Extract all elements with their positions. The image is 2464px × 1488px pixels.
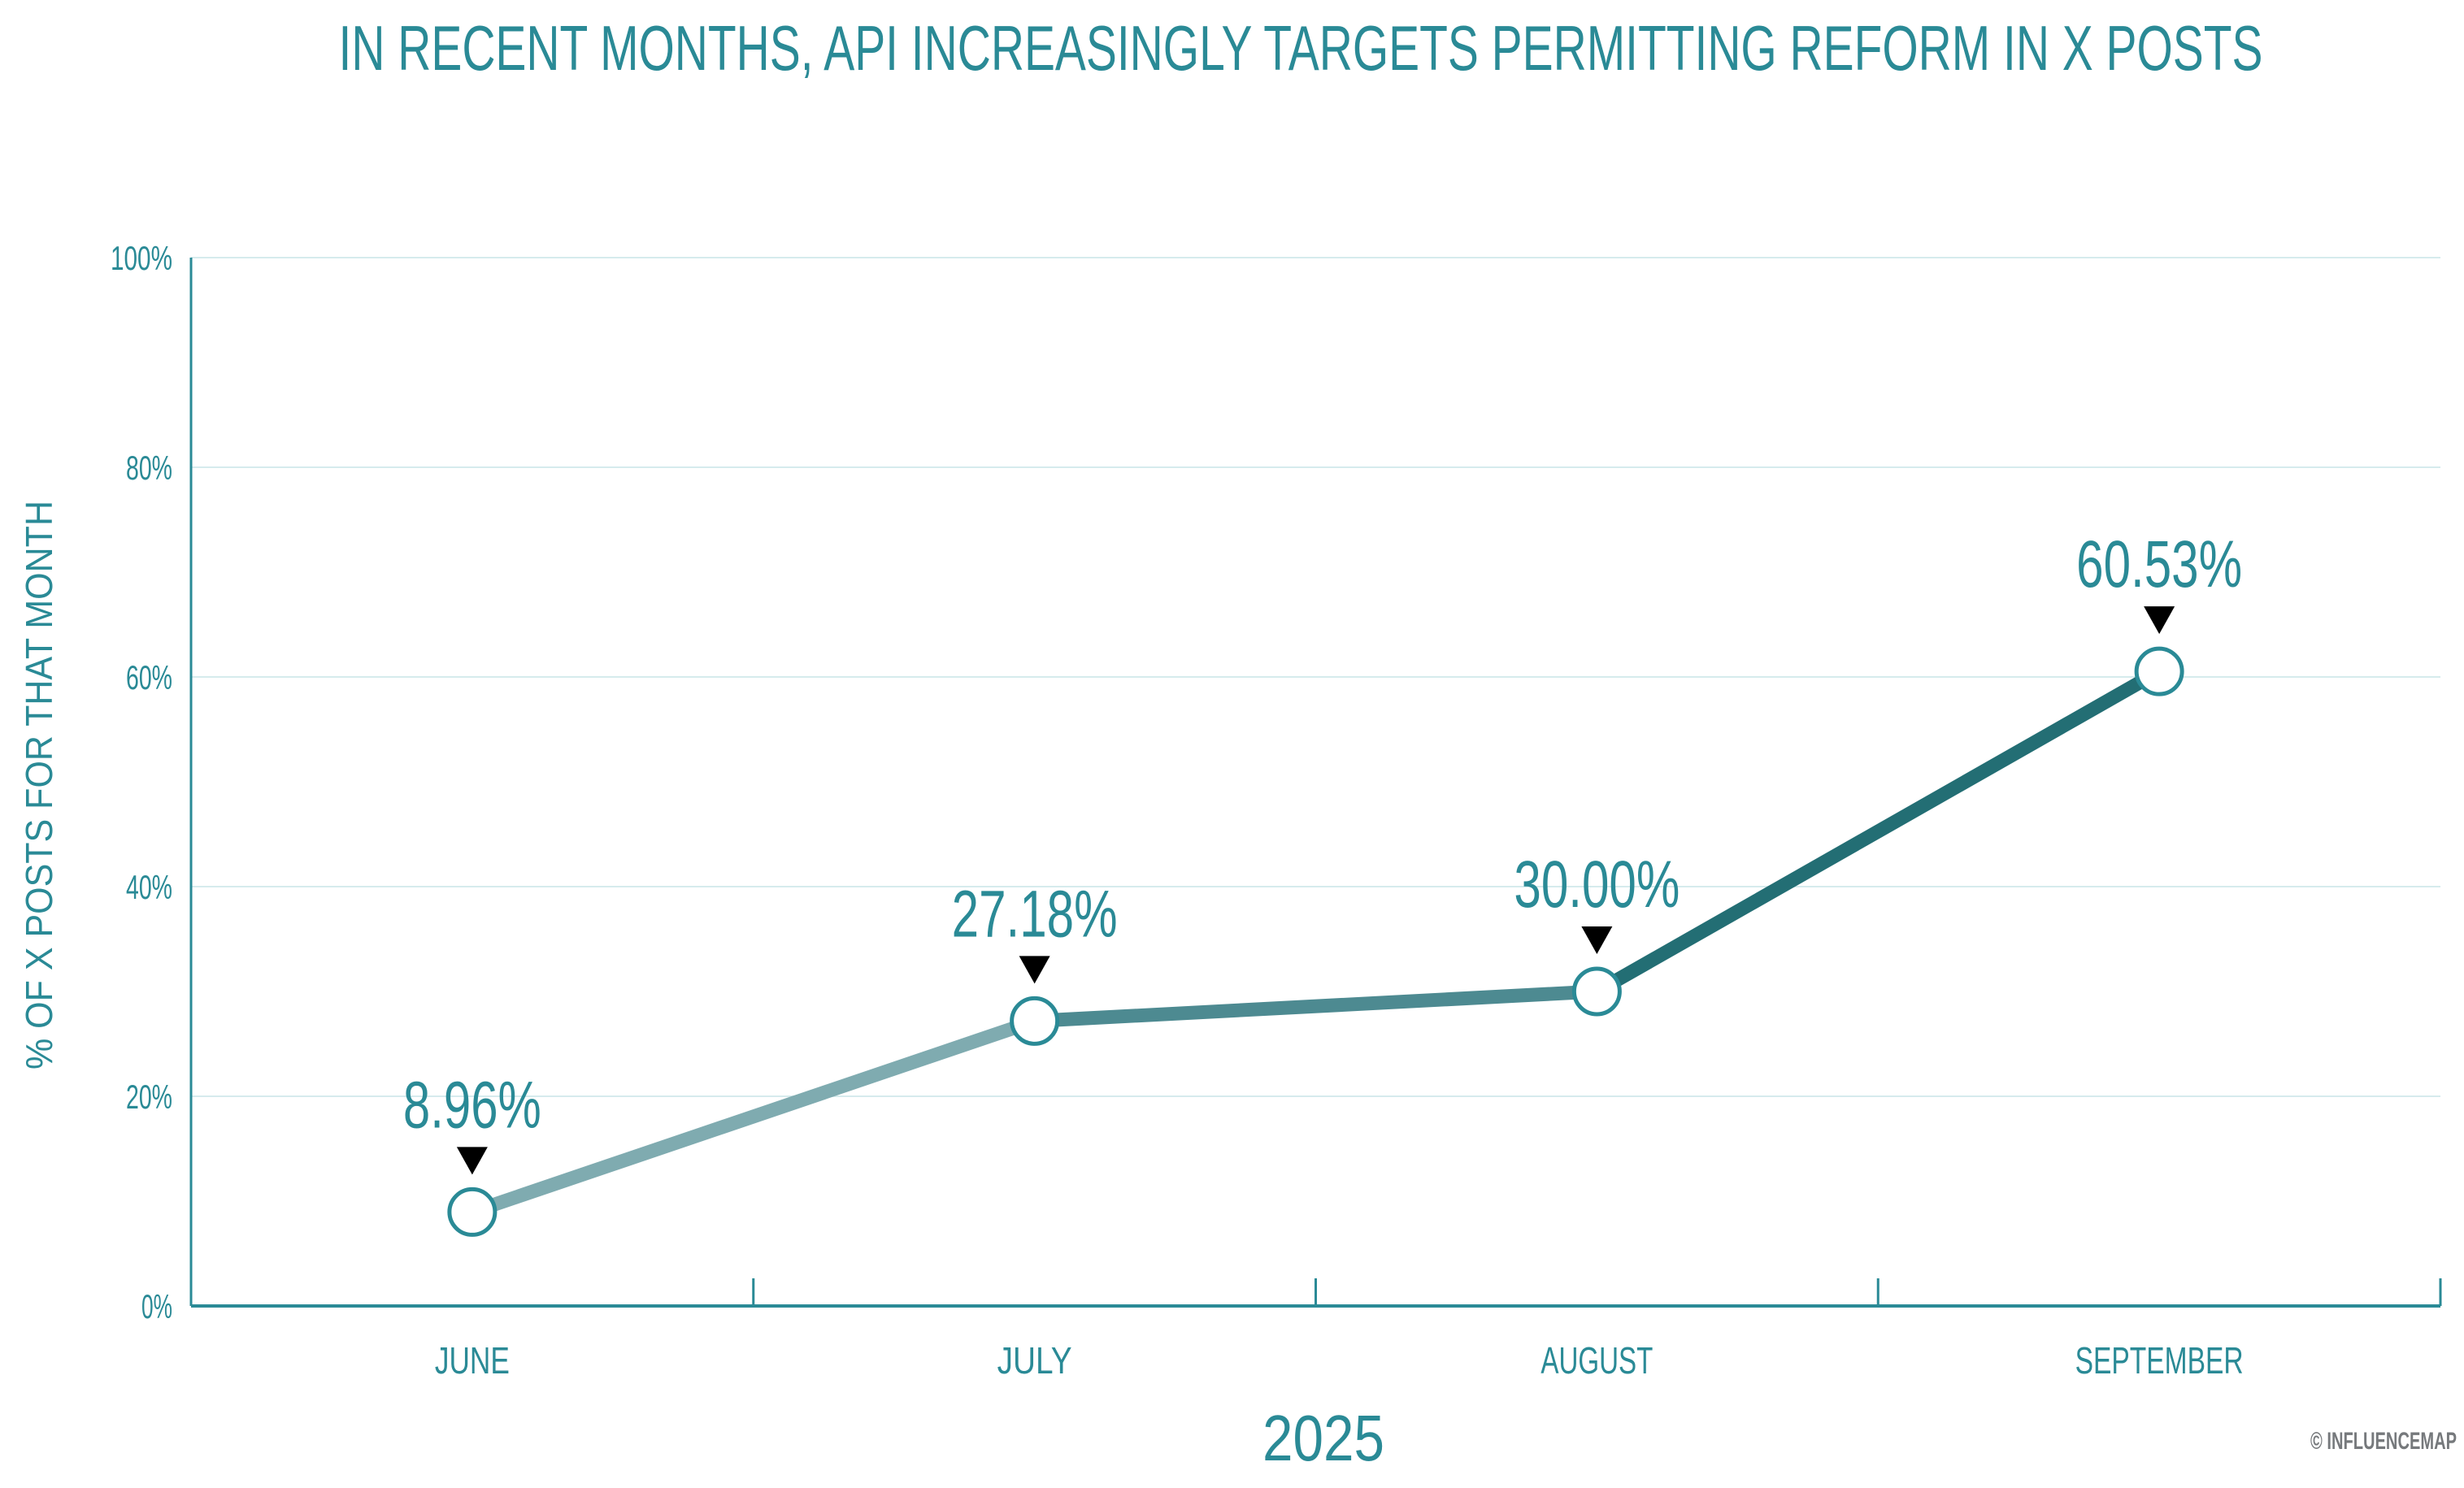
line-segment (470, 1014, 1037, 1219)
x-tick-label: JULY (997, 1339, 1072, 1382)
pointer-triangle-icon (456, 1147, 488, 1175)
pointer-triangle-icon (2144, 606, 2175, 635)
data-label: 8.96% (403, 1068, 541, 1142)
y-tick-label: 40% (126, 868, 172, 906)
line-segment (1034, 984, 1597, 1028)
x-axis-label: 2025 (1262, 1402, 1384, 1474)
data-label: 60.53% (2076, 527, 2242, 601)
y-tick-label: 0% (141, 1287, 172, 1325)
data-point (2134, 646, 2184, 696)
credit-text: © INFLUENCEMAP (2310, 1428, 2457, 1455)
y-tick-label: 20% (126, 1078, 172, 1116)
y-tick-label: 100% (111, 239, 172, 277)
x-tick-label: AUGUST (1541, 1339, 1653, 1382)
data-point (447, 1186, 498, 1237)
line-segment (1593, 665, 2163, 998)
y-tick-label: 60% (126, 658, 172, 696)
x-tick-label: SEPTEMBER (2075, 1339, 2244, 1382)
y-tick-label: 80% (126, 449, 172, 487)
chart-title: IN RECENT MONTHS, API INCREASINGLY TARGE… (339, 12, 2263, 84)
pointer-triangle-icon (1019, 956, 1050, 984)
y-axis-label: % OF X POSTS FOR THAT MONTH (18, 501, 60, 1069)
pointer-triangle-icon (1581, 926, 1613, 954)
data-point (1010, 996, 1060, 1046)
data-label: 30.00% (1514, 848, 1680, 922)
data-point (1571, 966, 1622, 1017)
x-tick-label: JUNE (435, 1339, 510, 1382)
data-label: 27.18% (952, 877, 1118, 951)
